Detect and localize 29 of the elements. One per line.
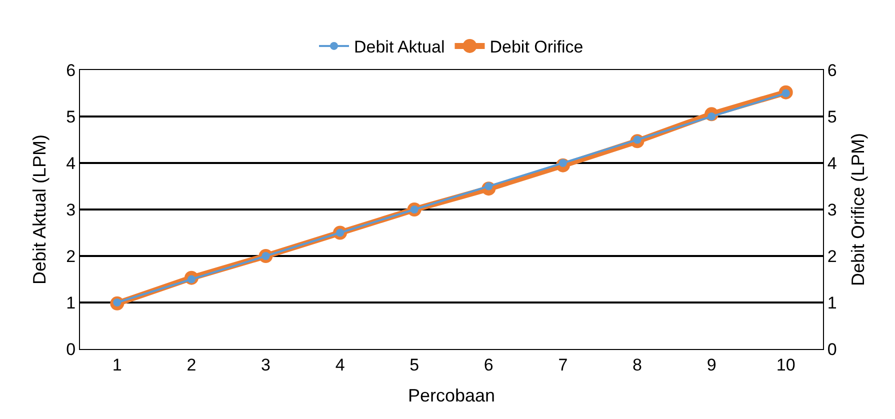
y2-tick-label: 6 — [827, 60, 837, 80]
legend-label: Debit Aktual — [354, 38, 445, 57]
y2-tick-label: 5 — [827, 107, 837, 126]
legend-label: Debit Orifice — [490, 38, 584, 57]
y-tick-label: 6 — [66, 60, 76, 80]
x-tick-label: 4 — [335, 355, 345, 374]
x-tick-label: 7 — [558, 355, 568, 374]
y2-tick-label: 3 — [827, 200, 837, 220]
x-tick-label: 1 — [112, 355, 122, 374]
y-tick-label: 2 — [66, 246, 76, 266]
x-tick-label: 5 — [410, 355, 420, 374]
x-tick-label: 6 — [484, 355, 494, 374]
y-tick-label: 0 — [66, 340, 76, 359]
x-tick-label: 2 — [186, 355, 196, 374]
y2-tick-label: 4 — [827, 154, 837, 173]
x-tick-label: 10 — [776, 355, 796, 374]
y-tick-label: 1 — [66, 293, 76, 312]
y-tick-label: 4 — [66, 154, 76, 173]
y2-tick-label: 0 — [827, 340, 837, 359]
y2-tick-label: 2 — [827, 246, 837, 266]
y-axis-title: Debit Aktual (LPM) — [29, 134, 50, 285]
y2-tick-label: 1 — [827, 293, 837, 312]
x-tick-label: 8 — [632, 355, 642, 374]
y-tick-label: 5 — [66, 107, 76, 126]
x-axis-title: Percobaan — [408, 386, 496, 406]
x-tick-label: 3 — [261, 355, 270, 374]
y2-axis-title: Debit Orifice (LPM) — [848, 132, 868, 286]
x-tick-label: 9 — [706, 355, 716, 374]
y-tick-label: 3 — [66, 200, 76, 220]
